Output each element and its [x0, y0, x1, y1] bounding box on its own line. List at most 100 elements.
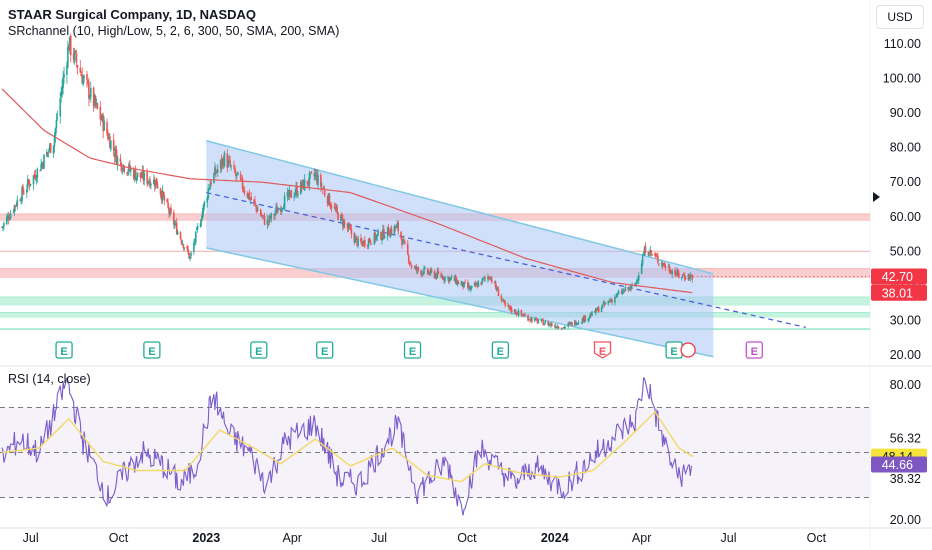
candle-body	[551, 323, 553, 326]
candle-body	[508, 304, 510, 308]
sma-price-badge-bg	[871, 284, 927, 301]
candle-body	[174, 223, 177, 225]
candle-body	[156, 184, 159, 189]
candle-body	[580, 322, 583, 324]
candle-body	[615, 296, 617, 298]
candle-body	[416, 267, 419, 271]
candle-body	[464, 282, 466, 283]
candle-body	[604, 302, 607, 305]
candle-body	[130, 169, 132, 171]
candle-body	[248, 192, 251, 200]
candle-body	[92, 87, 95, 107]
candle-body	[427, 272, 430, 275]
earnings-marker-4[interactable]: E	[316, 341, 334, 359]
candle-body	[69, 35, 72, 56]
candle-body	[651, 253, 653, 255]
candle-body	[487, 277, 489, 280]
candle-body	[300, 181, 302, 195]
candle-body	[463, 282, 465, 288]
earnings-marker-7[interactable]: E	[593, 341, 612, 359]
candle-body	[404, 241, 406, 244]
scroll-arrow-icon[interactable]	[873, 192, 880, 202]
candle-body	[622, 290, 625, 292]
candle-body	[484, 277, 486, 279]
candle-body	[644, 246, 647, 253]
earnings-marker-6[interactable]: E	[491, 341, 510, 359]
candle-body	[601, 304, 604, 309]
candle-body	[467, 282, 469, 288]
candle-body	[13, 205, 16, 213]
candle-body	[133, 169, 136, 178]
rsi-tick-label: 20.00	[890, 513, 921, 527]
candle-body	[28, 183, 31, 187]
candle-body	[436, 271, 439, 278]
candle-body	[555, 327, 558, 329]
candle-body	[16, 199, 19, 207]
time-tick-label: Oct	[109, 531, 129, 545]
earnings-marker-3[interactable]: E	[250, 341, 268, 359]
rsi-tick-label: 38.32	[890, 472, 921, 486]
candle-body	[361, 240, 363, 243]
sr-zone-support-3	[0, 296, 870, 306]
candle-body	[174, 224, 176, 226]
candle-body	[627, 286, 630, 290]
rsi-title: RSI (14, close)	[8, 372, 91, 386]
candle-body	[288, 190, 291, 197]
candle-body	[443, 278, 445, 281]
earnings-marker-5[interactable]: E	[403, 341, 422, 359]
candle-body	[329, 204, 332, 207]
candle-body	[303, 179, 306, 191]
candle-body	[441, 276, 443, 279]
candle-body	[588, 317, 590, 320]
candle-body	[374, 232, 377, 241]
candle-body	[406, 243, 409, 255]
candle-body	[297, 194, 299, 196]
candle-body	[109, 136, 111, 149]
candle-body	[355, 235, 357, 238]
candle-body	[542, 320, 545, 326]
candle-body	[407, 255, 410, 263]
candle-body	[561, 328, 564, 330]
candle-body	[390, 228, 393, 234]
candle-body	[287, 190, 290, 197]
candle-body	[306, 180, 309, 185]
candle-body	[113, 152, 116, 158]
candle-body	[215, 168, 217, 174]
candle-body	[89, 97, 91, 99]
earnings-marker-2[interactable]: E	[143, 341, 161, 359]
candle-body	[23, 193, 25, 195]
candle-body	[569, 323, 571, 324]
candle-body	[183, 247, 186, 249]
time-tick-label: 2024	[541, 531, 569, 545]
earnings-marker-1[interactable]: E	[55, 341, 73, 359]
candle-body	[300, 183, 303, 188]
candle-body	[576, 322, 579, 325]
candle-body	[528, 319, 530, 321]
candle-body	[641, 256, 644, 265]
candle-body	[677, 269, 679, 274]
candle-body	[428, 272, 431, 275]
candle-body	[221, 158, 224, 165]
candle-body	[62, 77, 64, 88]
candle-body	[119, 158, 122, 162]
rsi-line	[1, 377, 693, 516]
candle-body	[243, 190, 246, 193]
candle-body	[664, 266, 667, 268]
candle-body	[462, 282, 464, 288]
currency-button[interactable]: USD	[876, 5, 924, 29]
earnings-marker-8[interactable]: E	[665, 341, 683, 359]
candle-body	[560, 328, 563, 330]
candle-body	[134, 170, 137, 181]
earnings-marker-9[interactable]: E	[745, 341, 763, 359]
candle-body	[320, 174, 322, 187]
candle-body	[403, 239, 405, 241]
candle-body	[274, 213, 276, 215]
candle-body	[63, 74, 65, 78]
price-tick-label: 60.00	[890, 210, 921, 224]
candle-body	[660, 263, 663, 265]
candle-body	[112, 139, 115, 151]
candle-body	[509, 306, 511, 309]
candle-body	[607, 301, 610, 304]
candle-body	[202, 204, 205, 213]
